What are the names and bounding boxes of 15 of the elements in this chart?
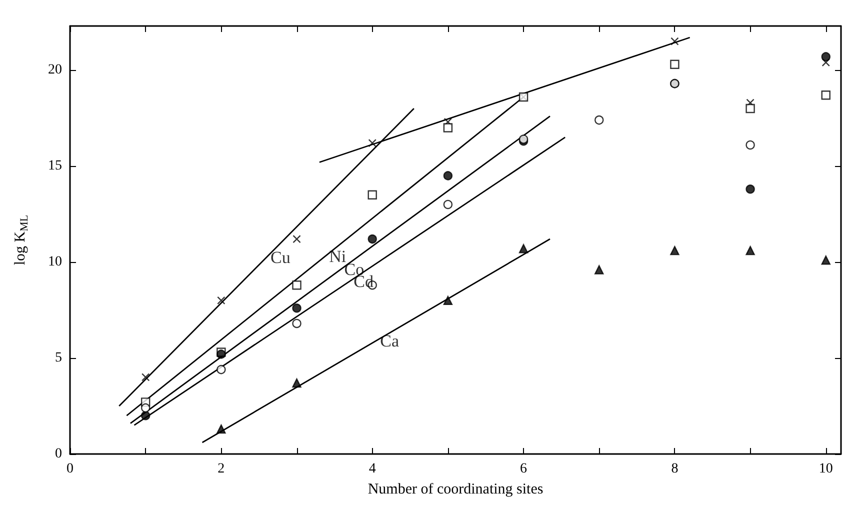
y-axis-title: log KML (12, 214, 30, 266)
x-tick-label: 8 (671, 462, 678, 476)
y-tick-label: 0 (55, 446, 62, 462)
x-tick-label: 6 (520, 462, 528, 476)
series-label: Cu (270, 248, 291, 267)
y-tick-label: 20 (48, 62, 62, 78)
y-tick-label: 10 (48, 254, 62, 270)
x-tick-label: 4 (368, 462, 376, 476)
x-tick-label: 2 (218, 462, 225, 476)
series-label: Ni (329, 246, 346, 266)
x-tick-label: 10 (818, 462, 833, 476)
y-tick-label: 5 (55, 350, 62, 366)
x-tick-label: 0 (66, 462, 74, 476)
y-tick-label: 15 (48, 158, 62, 174)
x-axis-title: Number of coordinating sites (368, 482, 544, 498)
